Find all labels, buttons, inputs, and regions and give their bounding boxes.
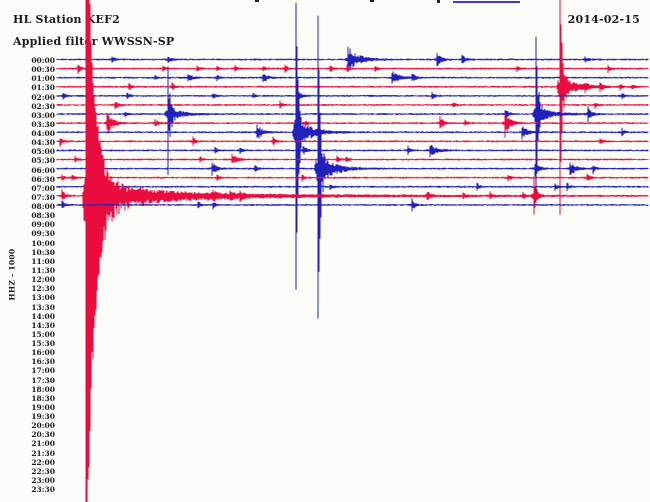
time-label: 10:00 (31, 238, 55, 248)
time-label: 03:00 (31, 110, 55, 120)
time-label: 13:00 (31, 293, 55, 303)
time-label: 01:00 (31, 74, 55, 84)
trace-row-0200 (56, 88, 649, 103)
time-label: 08:00 (31, 202, 55, 212)
trace-row-0030 (56, 64, 649, 74)
time-label: 15:30 (31, 339, 55, 349)
trace-row-0800 (56, 198, 649, 212)
time-label: 19:30 (31, 412, 55, 422)
time-label: 15:00 (31, 329, 55, 339)
trace-row-0430 (56, 136, 649, 147)
time-label: 16:30 (31, 357, 55, 367)
time-label: 10:30 (31, 247, 55, 257)
time-label: 20:30 (31, 430, 55, 440)
time-label: 18:30 (31, 393, 55, 403)
time-label: 11:30 (31, 265, 55, 275)
time-label: 23:00 (31, 475, 55, 485)
station-label: HL Station KEF2 (13, 13, 120, 26)
time-label: 21:30 (31, 448, 55, 458)
time-label: 12:00 (31, 275, 55, 285)
time-label: 07:30 (31, 192, 55, 202)
time-label: 14:30 (31, 320, 55, 330)
trace-row-0530 (56, 153, 649, 164)
title-remnant-dot (437, 0, 440, 3)
title-remnant-dot (255, 0, 259, 2)
time-label: 08:30 (31, 211, 55, 221)
time-label: 17:00 (31, 366, 55, 376)
time-label: 12:30 (31, 284, 55, 294)
time-label: 13:30 (31, 302, 55, 312)
time-label: 04:00 (31, 129, 55, 139)
time-label: 01:30 (31, 83, 55, 93)
trace-row-0330 (56, 112, 649, 138)
trace-row-0500 (56, 145, 649, 158)
time-label: 20:00 (31, 421, 55, 431)
time-label: 21:00 (31, 439, 55, 449)
time-label: 00:00 (31, 56, 55, 65)
time-label: 00:30 (31, 65, 55, 75)
time-label: 06:00 (31, 165, 55, 175)
trace-row-0000 (56, 46, 649, 72)
time-label: 17:30 (31, 375, 55, 385)
trace-row-0400 (56, 2, 649, 290)
time-label: 06:30 (31, 174, 55, 184)
time-label: 05:00 (31, 147, 55, 157)
trace-row-0100 (56, 71, 649, 84)
time-label: 22:30 (31, 466, 55, 476)
trace-row-0230 (56, 100, 649, 109)
time-label: 16:00 (31, 348, 55, 358)
time-label: 22:00 (31, 457, 55, 467)
time-label: 23:30 (31, 485, 55, 495)
time-label: 07:00 (31, 183, 55, 193)
trace-row-0600 (56, 15, 649, 319)
date-label: 2014-02-15 (567, 13, 640, 26)
time-label: 11:00 (31, 256, 55, 266)
time-label: 05:30 (31, 156, 55, 166)
time-label: 19:00 (31, 402, 55, 412)
time-label: 14:00 (31, 311, 55, 321)
time-label: 02:30 (31, 101, 55, 111)
time-label: 09:00 (31, 220, 55, 230)
time-label: 04:30 (31, 138, 55, 148)
trace-row-0730 (56, 0, 649, 502)
time-label: 18:00 (31, 384, 55, 394)
title-remnant-dot (370, 0, 374, 2)
time-label: 03:30 (31, 119, 55, 129)
title-remnant-link-underline (453, 1, 520, 3)
time-label: 09:30 (31, 229, 55, 239)
time-label: 02:00 (31, 92, 55, 102)
trace-row-0630 (56, 174, 649, 182)
trace-row-0130 (56, 0, 649, 215)
